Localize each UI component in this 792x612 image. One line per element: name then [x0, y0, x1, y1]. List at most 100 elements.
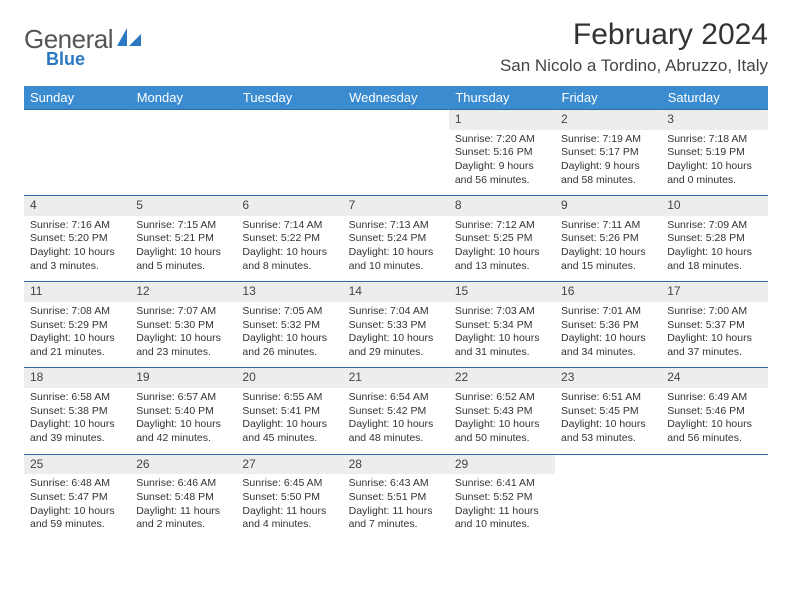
sunrise-line: Sunrise: 7:15 AM [136, 219, 230, 233]
sunset-line: Sunset: 5:38 PM [30, 405, 124, 419]
col-monday: Monday [130, 86, 236, 110]
sunrise-line: Sunrise: 7:19 AM [561, 133, 655, 147]
sunrise-line: Sunrise: 6:43 AM [349, 477, 443, 491]
day-number-cell: 16 [555, 282, 661, 302]
sunset-line: Sunset: 5:43 PM [455, 405, 549, 419]
sunrise-line: Sunrise: 6:58 AM [30, 391, 124, 405]
day-number-cell: 11 [24, 282, 130, 302]
col-wednesday: Wednesday [343, 86, 449, 110]
day-number-cell: 12 [130, 282, 236, 302]
week-daynum-row: 18192021222324 [24, 368, 768, 388]
daylight-line: Daylight: 10 hours and 13 minutes. [455, 246, 549, 273]
sunset-line: Sunset: 5:30 PM [136, 319, 230, 333]
daylight-line: Daylight: 11 hours and 2 minutes. [136, 505, 230, 532]
day-detail-cell: Sunrise: 7:00 AMSunset: 5:37 PMDaylight:… [661, 302, 767, 368]
sunrise-line: Sunrise: 7:13 AM [349, 219, 443, 233]
daylight-line: Daylight: 9 hours and 58 minutes. [561, 160, 655, 187]
col-friday: Friday [555, 86, 661, 110]
daylight-line: Daylight: 10 hours and 8 minutes. [242, 246, 336, 273]
day-detail-cell: Sunrise: 7:15 AMSunset: 5:21 PMDaylight:… [130, 216, 236, 282]
day-number-cell: 9 [555, 196, 661, 216]
sunrise-line: Sunrise: 6:45 AM [242, 477, 336, 491]
sunset-line: Sunset: 5:51 PM [349, 491, 443, 505]
sunset-line: Sunset: 5:52 PM [455, 491, 549, 505]
day-detail-cell: Sunrise: 7:12 AMSunset: 5:25 PMDaylight:… [449, 216, 555, 282]
week-daynum-row: 2526272829 [24, 454, 768, 474]
col-thursday: Thursday [449, 86, 555, 110]
day-detail-cell: Sunrise: 7:13 AMSunset: 5:24 PMDaylight:… [343, 216, 449, 282]
sunset-line: Sunset: 5:33 PM [349, 319, 443, 333]
day-detail-cell: Sunrise: 6:54 AMSunset: 5:42 PMDaylight:… [343, 388, 449, 454]
daylight-line: Daylight: 10 hours and 5 minutes. [136, 246, 230, 273]
day-detail-cell [343, 130, 449, 196]
sunset-line: Sunset: 5:46 PM [667, 405, 761, 419]
day-number-cell [343, 110, 449, 130]
daylight-line: Daylight: 10 hours and 0 minutes. [667, 160, 761, 187]
sunrise-line: Sunrise: 7:11 AM [561, 219, 655, 233]
day-number-cell: 6 [236, 196, 342, 216]
day-number-cell [236, 110, 342, 130]
day-number-cell [555, 454, 661, 474]
day-detail-cell: Sunrise: 7:05 AMSunset: 5:32 PMDaylight:… [236, 302, 342, 368]
sunset-line: Sunset: 5:21 PM [136, 232, 230, 246]
day-number-cell: 1 [449, 110, 555, 130]
day-number-cell: 18 [24, 368, 130, 388]
week-detail-row: Sunrise: 7:08 AMSunset: 5:29 PMDaylight:… [24, 302, 768, 368]
sunset-line: Sunset: 5:26 PM [561, 232, 655, 246]
sunrise-line: Sunrise: 6:46 AM [136, 477, 230, 491]
col-saturday: Saturday [661, 86, 767, 110]
col-tuesday: Tuesday [236, 86, 342, 110]
week-detail-row: Sunrise: 6:58 AMSunset: 5:38 PMDaylight:… [24, 388, 768, 454]
sunrise-line: Sunrise: 7:07 AM [136, 305, 230, 319]
sunset-line: Sunset: 5:45 PM [561, 405, 655, 419]
week-daynum-row: 123 [24, 110, 768, 130]
daylight-line: Daylight: 10 hours and 39 minutes. [30, 418, 124, 445]
day-detail-cell [236, 130, 342, 196]
calendar-table: Sunday Monday Tuesday Wednesday Thursday… [24, 86, 768, 540]
day-detail-cell: Sunrise: 7:14 AMSunset: 5:22 PMDaylight:… [236, 216, 342, 282]
daylight-line: Daylight: 10 hours and 59 minutes. [30, 505, 124, 532]
day-number-cell: 19 [130, 368, 236, 388]
sunrise-line: Sunrise: 7:05 AM [242, 305, 336, 319]
day-detail-cell: Sunrise: 6:52 AMSunset: 5:43 PMDaylight:… [449, 388, 555, 454]
day-number-cell: 29 [449, 454, 555, 474]
sunrise-line: Sunrise: 7:14 AM [242, 219, 336, 233]
sunrise-line: Sunrise: 7:20 AM [455, 133, 549, 147]
day-number-cell: 15 [449, 282, 555, 302]
col-sunday: Sunday [24, 86, 130, 110]
week-daynum-row: 45678910 [24, 196, 768, 216]
day-detail-cell: Sunrise: 6:49 AMSunset: 5:46 PMDaylight:… [661, 388, 767, 454]
sunrise-line: Sunrise: 6:49 AM [667, 391, 761, 405]
week-detail-row: Sunrise: 7:20 AMSunset: 5:16 PMDaylight:… [24, 130, 768, 196]
daylight-line: Daylight: 11 hours and 7 minutes. [349, 505, 443, 532]
sunrise-line: Sunrise: 6:54 AM [349, 391, 443, 405]
sunrise-line: Sunrise: 6:57 AM [136, 391, 230, 405]
day-number-cell: 20 [236, 368, 342, 388]
daylight-line: Daylight: 10 hours and 29 minutes. [349, 332, 443, 359]
daylight-line: Daylight: 10 hours and 3 minutes. [30, 246, 124, 273]
day-detail-cell: Sunrise: 6:46 AMSunset: 5:48 PMDaylight:… [130, 474, 236, 540]
sunrise-line: Sunrise: 6:52 AM [455, 391, 549, 405]
day-detail-cell: Sunrise: 6:43 AMSunset: 5:51 PMDaylight:… [343, 474, 449, 540]
week-detail-row: Sunrise: 6:48 AMSunset: 5:47 PMDaylight:… [24, 474, 768, 540]
logo-sail-icon [115, 26, 143, 53]
day-detail-cell: Sunrise: 6:58 AMSunset: 5:38 PMDaylight:… [24, 388, 130, 454]
day-detail-cell: Sunrise: 6:57 AMSunset: 5:40 PMDaylight:… [130, 388, 236, 454]
daylight-line: Daylight: 10 hours and 23 minutes. [136, 332, 230, 359]
logo: General Blue [24, 18, 143, 70]
day-number-cell: 3 [661, 110, 767, 130]
day-number-cell: 8 [449, 196, 555, 216]
sunrise-line: Sunrise: 7:01 AM [561, 305, 655, 319]
day-detail-cell: Sunrise: 7:16 AMSunset: 5:20 PMDaylight:… [24, 216, 130, 282]
sunset-line: Sunset: 5:24 PM [349, 232, 443, 246]
sunset-line: Sunset: 5:47 PM [30, 491, 124, 505]
daylight-line: Daylight: 10 hours and 26 minutes. [242, 332, 336, 359]
daylight-line: Daylight: 10 hours and 50 minutes. [455, 418, 549, 445]
sunrise-line: Sunrise: 7:00 AM [667, 305, 761, 319]
sunset-line: Sunset: 5:41 PM [242, 405, 336, 419]
sunset-line: Sunset: 5:28 PM [667, 232, 761, 246]
daylight-line: Daylight: 9 hours and 56 minutes. [455, 160, 549, 187]
day-number-cell: 22 [449, 368, 555, 388]
sunrise-line: Sunrise: 7:08 AM [30, 305, 124, 319]
sunrise-line: Sunrise: 6:51 AM [561, 391, 655, 405]
